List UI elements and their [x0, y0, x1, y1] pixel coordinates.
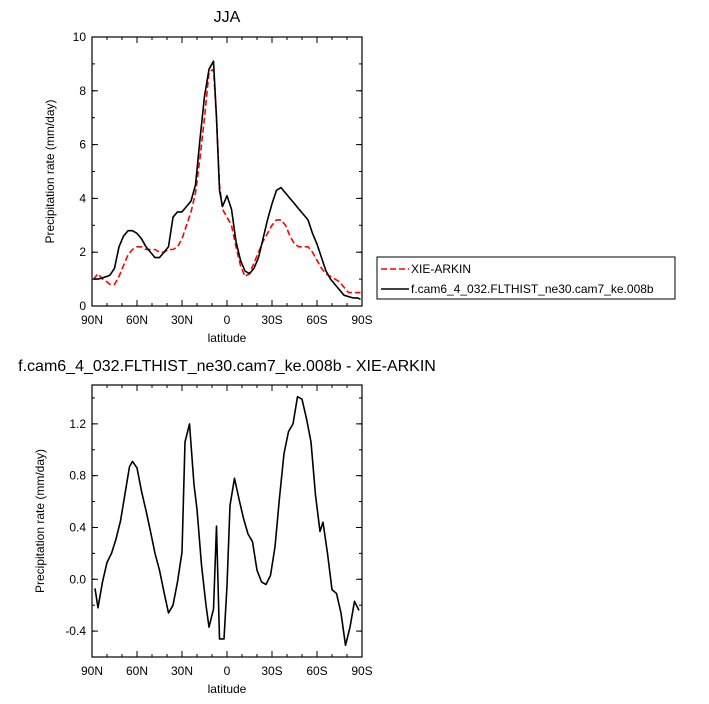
y-tick-label: 1.2: [69, 417, 86, 431]
y-axis-label: Precipitation rate (mm/day): [33, 449, 47, 593]
series-line-1: [92, 68, 361, 294]
x-tick-label: 0: [224, 664, 231, 678]
y-tick-label: -0.4: [65, 624, 86, 638]
legend-box: [376, 256, 676, 300]
legend-label-1: XIE-ARKIN: [411, 262, 471, 276]
y-tick-label: 0: [79, 299, 86, 313]
y-tick-label: 0.4: [69, 520, 86, 534]
x-tick-label: 60S: [306, 664, 327, 678]
y-tick-label: 6: [79, 138, 86, 152]
panel-top-precipitation: JJA 90N 60N 30N 0 30S 60S 90S 0 2 4 6 8 10 latitude Pre…: [43, 9, 676, 345]
x-tick-label: 0: [224, 313, 231, 327]
x-tick-label: 60N: [126, 664, 148, 678]
x-tick-label: 30S: [261, 664, 282, 678]
y-tick-label: 10: [73, 30, 87, 44]
x-tick-label: 30N: [171, 313, 193, 327]
y-tick-label: 2: [79, 245, 86, 259]
y-axis-label: Precipitation rate (mm/day): [43, 99, 57, 243]
legend-label-2: f.cam6_4_032.FLTHIST_ne30.cam7_ke.008b: [411, 282, 654, 296]
x-axis-label: latitude: [208, 331, 247, 345]
series-line-1: [94, 395, 360, 647]
plot-frame: [91, 36, 363, 307]
x-tick-label: 60N: [126, 313, 148, 327]
panel-bottom-difference: f.cam6_4_032.FLTHIST_ne30.cam7_ke.008b -…: [18, 358, 436, 696]
x-axis-label: latitude: [208, 682, 247, 696]
x-tick-label: 90S: [351, 313, 372, 327]
x-tick-label: 90N: [81, 664, 103, 678]
series-line-2: [93, 60, 361, 301]
x-tick-label: 60S: [306, 313, 327, 327]
y-tick-label: 0.0: [69, 572, 86, 586]
x-tick-label: 30N: [171, 664, 193, 678]
y-tick-label: 8: [79, 84, 86, 98]
chart-title: f.cam6_4_032.FLTHIST_ne30.cam7_ke.008b -…: [18, 358, 436, 375]
chart-title: JJA: [214, 9, 241, 26]
x-tick-label: 90S: [351, 664, 372, 678]
y-tick-label: 0.8: [69, 469, 86, 483]
x-tick-label: 30S: [261, 313, 282, 327]
x-tick-label: 90N: [81, 313, 103, 327]
plot-frame: [91, 384, 363, 658]
y-tick-label: 4: [79, 191, 86, 205]
